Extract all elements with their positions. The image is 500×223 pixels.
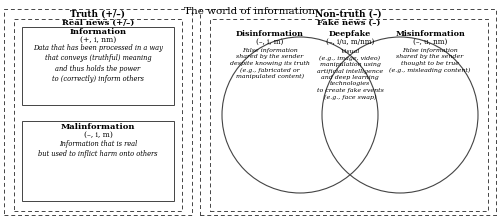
Text: (–, i, m): (–, i, m) — [84, 131, 112, 139]
Text: Data that has been processed in a way
that conveys (truthful) meaning
and thus h: Data that has been processed in a way th… — [33, 44, 163, 83]
Text: Deepfake: Deepfake — [329, 30, 371, 38]
Bar — [22, 121, 174, 201]
Bar — [200, 9, 496, 215]
Text: False information
shared by the sender
despite knowing its truth
(e.g., fabricat: False information shared by the sender d… — [230, 48, 310, 79]
Bar — [210, 19, 488, 211]
Text: Truth (+/–): Truth (+/–) — [70, 10, 126, 19]
Text: False information
shared by the sender
thought to be true
(e.g., misleading cont: False information shared by the sender t… — [390, 48, 470, 72]
Text: Real news (+/–): Real news (+/–) — [62, 19, 134, 27]
Text: The world of information: The world of information — [184, 7, 316, 16]
Text: (–, u, nm): (–, u, nm) — [413, 38, 447, 46]
Text: (–, i/u, m/nm): (–, i/u, m/nm) — [326, 38, 374, 46]
Text: (+, i, nm): (+, i, nm) — [80, 36, 116, 44]
Bar — [14, 19, 182, 211]
Bar — [4, 9, 192, 215]
Text: (–, i, m): (–, i, m) — [256, 38, 283, 46]
Text: Information: Information — [70, 28, 126, 36]
Text: Visual
(e.g., image, video)
manipulation using
artificial intelligence
and deep : Visual (e.g., image, video) manipulation… — [316, 49, 384, 99]
Text: Disinformation: Disinformation — [236, 30, 304, 38]
Text: Misinformation: Misinformation — [395, 30, 465, 38]
Text: Fake news (–): Fake news (–) — [318, 19, 380, 27]
Text: Information that is real
but used to inflict harm onto others: Information that is real but used to inf… — [38, 140, 158, 158]
Bar — [22, 27, 174, 105]
Text: Non-truth (–): Non-truth (–) — [314, 10, 382, 19]
Text: Malinformation: Malinformation — [61, 123, 135, 131]
